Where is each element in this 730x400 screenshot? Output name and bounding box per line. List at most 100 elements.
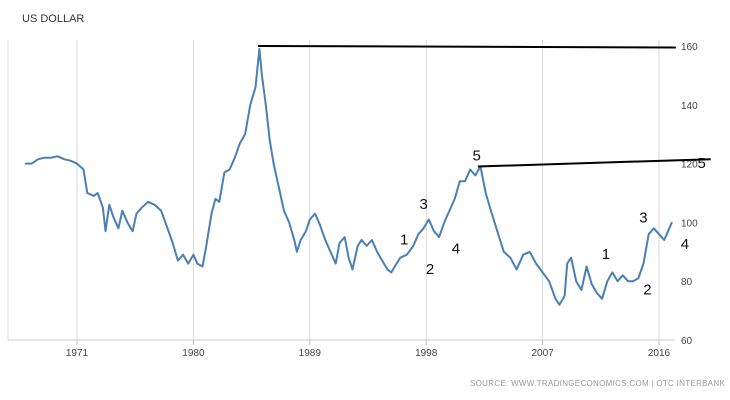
data-point	[278, 186, 280, 188]
data-point	[663, 239, 665, 241]
data-point	[554, 298, 557, 300]
data-point	[606, 280, 608, 282]
y-axis-ticks: 60 80 100 120 140 160	[681, 42, 698, 347]
x-axis-ticks: 1971 1980 1989 1998 2007 2016	[66, 340, 671, 359]
data-point	[348, 257, 350, 259]
data-point	[617, 280, 619, 282]
data-point	[104, 230, 107, 232]
data-point	[601, 298, 603, 300]
data-point	[529, 251, 531, 253]
x-tick-label: 1989	[299, 348, 322, 359]
data-point	[423, 227, 425, 229]
data-point	[196, 263, 198, 265]
data-point	[121, 210, 123, 212]
data-point	[648, 233, 650, 235]
data-point	[254, 86, 257, 88]
data-point	[192, 254, 194, 256]
source-note: SOURCE: WWW.TRADINGECONOMICS.COM | OTC I…	[470, 379, 726, 388]
data-point	[172, 242, 174, 244]
data-point	[86, 192, 88, 194]
data-point	[300, 239, 302, 241]
data-point	[154, 204, 156, 206]
y-tick-label: 160	[681, 42, 698, 53]
data-point	[459, 180, 461, 182]
data-point	[371, 239, 373, 241]
data-point	[24, 163, 26, 165]
data-point	[147, 201, 149, 203]
data-point	[244, 133, 246, 135]
data-point	[428, 218, 430, 221]
data-point	[283, 210, 285, 212]
data-point	[490, 210, 492, 212]
data-point	[296, 251, 298, 253]
wave-label: 3	[419, 196, 427, 213]
data-point	[522, 254, 524, 256]
data-point	[249, 104, 251, 106]
data-point	[642, 263, 645, 265]
data-point	[135, 213, 138, 215]
data-point	[575, 280, 577, 282]
wave-label: 3	[639, 209, 647, 226]
data-point	[438, 236, 440, 238]
data-point	[309, 218, 311, 221]
data-point	[433, 230, 435, 232]
data-point	[234, 157, 236, 159]
x-tick-label: 2007	[531, 348, 554, 359]
y-tick-label: 80	[681, 277, 693, 288]
wave-label: 5	[698, 155, 706, 172]
data-point	[141, 207, 143, 209]
data-point	[570, 257, 572, 259]
data-point	[671, 221, 673, 223]
data-point	[93, 195, 95, 197]
data-point	[37, 158, 39, 160]
data-point	[223, 171, 225, 173]
data-point	[503, 251, 505, 253]
data-point	[558, 304, 561, 306]
data-point	[485, 192, 487, 194]
y-tick-label: 120	[681, 160, 698, 171]
data-point	[417, 233, 419, 235]
x-tick-label: 1980	[182, 348, 205, 359]
resistance-line	[477, 158, 711, 168]
x-tick-label: 1971	[66, 348, 89, 359]
data-point	[97, 192, 99, 194]
data-point	[611, 271, 614, 273]
data-point	[324, 239, 326, 241]
data-point	[76, 163, 78, 165]
data-point	[126, 221, 128, 223]
data-point	[360, 239, 363, 241]
series-layer	[24, 47, 673, 306]
data-point	[63, 158, 65, 160]
data-point	[160, 210, 162, 212]
data-point	[509, 257, 511, 259]
data-point	[668, 227, 670, 229]
data-point	[319, 224, 321, 226]
data-point	[357, 245, 359, 247]
data-point	[474, 174, 476, 176]
data-point	[566, 263, 568, 265]
data-point	[580, 289, 583, 291]
data-point	[399, 257, 401, 259]
x-tick-label: 1998	[415, 348, 438, 359]
data-point	[108, 204, 110, 206]
wave-label: 2	[426, 261, 434, 278]
data-point	[390, 271, 392, 273]
data-point	[258, 48, 260, 50]
data-point	[366, 245, 368, 247]
data-point	[335, 263, 337, 265]
wave-label: 4	[681, 236, 689, 253]
data-point	[57, 155, 59, 157]
series-line	[25, 47, 673, 306]
data-point	[406, 254, 408, 256]
data-point	[627, 280, 629, 282]
data-point	[329, 251, 332, 253]
data-point	[395, 263, 398, 265]
data-point	[454, 198, 456, 200]
data-point	[69, 160, 72, 162]
data-point	[265, 104, 267, 106]
data-point	[376, 251, 378, 253]
data-point	[117, 227, 119, 229]
data-point	[564, 295, 566, 297]
grid-lines	[7, 40, 675, 341]
